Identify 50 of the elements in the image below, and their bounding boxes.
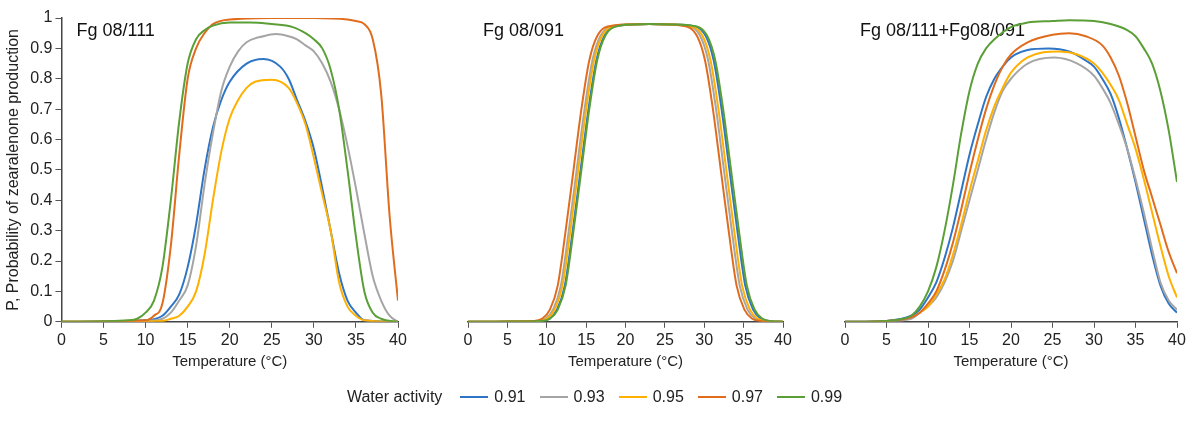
x-tick-label: 20: [616, 330, 635, 348]
x-tick-label: 35: [734, 330, 753, 348]
legend-label: 0.99: [810, 388, 843, 406]
x-tick-label: 10: [136, 330, 155, 348]
y-tick-label: 0.4: [30, 190, 53, 208]
x-tick-label: 20: [1002, 330, 1020, 348]
y-tick-label: 0.9: [30, 38, 53, 56]
y-tick-label: 0.6: [30, 129, 53, 147]
legend-label: 0.91: [494, 388, 526, 406]
y-tick-label: 0.1: [30, 281, 53, 299]
x-tick-label: 5: [502, 330, 512, 348]
x-tick-label: 15: [960, 330, 979, 348]
legend-label: 0.93: [573, 388, 605, 406]
x-tick-label: 0: [463, 330, 473, 348]
x-axis-title: Temperature (°C): [172, 352, 288, 370]
x-tick-label: 5: [99, 330, 109, 348]
y-axis-title: P, Probability of zearalenone production: [4, 29, 22, 311]
x-tick-label: 15: [178, 330, 197, 348]
legend-label: 0.97: [731, 388, 763, 406]
x-tick-label: 30: [1085, 330, 1103, 348]
x-tick-label: 20: [220, 330, 239, 348]
x-tick-label: 15: [577, 330, 596, 348]
x-tick-label: 35: [347, 330, 365, 348]
x-tick-label: 40: [1168, 330, 1186, 348]
x-tick-label: 40: [774, 330, 792, 348]
chart-title: Fg 08/111: [76, 19, 155, 40]
x-tick-label: 0: [840, 330, 850, 348]
y-tick-label: 0.5: [30, 160, 53, 178]
x-tick-label: 40: [389, 330, 407, 348]
x-tick-label: 25: [655, 330, 674, 348]
y-tick-label: 0.7: [30, 99, 53, 117]
x-axis-title: Temperature (°C): [953, 352, 1069, 370]
y-tick-label: 0.2: [30, 251, 53, 269]
legend-label: 0.95: [652, 388, 684, 406]
y-tick-label: 0.3: [30, 221, 53, 239]
x-tick-label: 10: [919, 330, 937, 348]
legend-title: Water activity: [346, 388, 443, 406]
x-tick-label: 30: [304, 330, 323, 348]
y-tick-label: 0: [43, 312, 53, 330]
x-tick-label: 25: [262, 330, 281, 348]
x-tick-label: 0: [56, 330, 66, 348]
chart-title: Fg 08/091: [483, 19, 565, 40]
x-tick-label: 25: [1043, 330, 1062, 348]
x-tick-label: 30: [695, 330, 714, 348]
x-tick-label: 35: [1126, 330, 1145, 348]
y-tick-label: 0.8: [30, 69, 53, 87]
x-tick-label: 10: [537, 330, 556, 348]
x-axis-title: Temperature (°C): [567, 352, 684, 370]
y-tick-label: 1: [43, 8, 53, 26]
x-tick-label: 5: [882, 330, 892, 348]
